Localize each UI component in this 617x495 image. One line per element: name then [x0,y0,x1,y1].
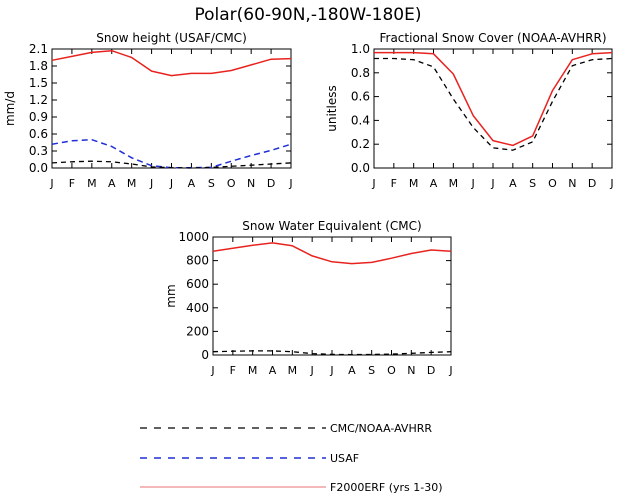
x-tick-label: A [509,177,517,190]
chart-title: Snow Water Equivalent (CMC) [242,219,421,233]
page-title: Polar(60-90N,-180W-180E) [195,5,422,25]
x-tick-label: S [368,364,375,377]
x-tick-label: N [247,177,255,190]
series-line-obs [212,350,452,356]
y-tick-label: 0 [201,348,209,362]
x-tick-label: A [108,177,116,190]
y-tick-label: 0.0 [29,161,48,175]
y-axis-label: mm [164,284,178,307]
series-line-obs [51,160,292,169]
chart-title: Snow height (USAF/CMC) [96,31,247,45]
x-tick-label: N [407,364,415,377]
plot-frame [51,48,292,169]
x-tick-label: J [210,364,214,377]
legend-label: USAF [330,452,359,465]
x-tick-label: J [169,177,173,190]
x-tick-label: J [49,177,53,190]
x-tick-label: A [430,177,438,190]
y-tick-label: 0.6 [29,127,48,141]
legend-label: F2000ERF (yrs 1-30) [330,481,443,494]
y-tick-label: 0.9 [29,110,48,124]
x-tick-label: J [471,177,475,190]
x-tick-label: M [248,364,258,377]
y-tick-label: 0.3 [29,144,48,158]
x-tick-label: D [267,177,275,190]
x-tick-label: F [391,177,397,190]
x-tick-label: D [588,177,596,190]
y-tick-label: 400 [186,301,209,315]
y-tick-label: 600 [186,277,209,291]
x-tick-label: J [371,177,375,190]
y-tick-label: 800 [186,254,209,268]
plot-frame [212,236,452,356]
series-line-obs [374,57,613,151]
chart-title: Fractional Snow Cover (NOAA-AVHRR) [379,31,606,45]
charts-container: Snow height (USAF/CMC) 0.0 0.3 0.6 0.9 1.2 1.5… [3,31,614,377]
y-tick-label: 0.2 [351,137,370,151]
x-tick-label: M [87,177,97,190]
plot-frame [373,48,613,169]
x-tick-label: S [529,177,536,190]
y-tick-label: 1.2 [29,93,48,107]
y-tick-label: 1.5 [29,76,48,90]
x-tick-label: J [310,364,314,377]
x-tick-label: M [288,364,298,377]
series-line-model [51,49,292,77]
y-tick-label: 200 [186,324,209,338]
x-tick-label: A [188,177,196,190]
x-tick-label: F [230,364,236,377]
y-tick-label: 0.0 [351,161,370,175]
x-tick-label: J [609,177,613,190]
x-tick-label: J [149,177,153,190]
x-tick-label: F [69,177,75,190]
series-line-model [374,51,613,147]
y-axis-label: mm/d [3,91,17,126]
x-tick-label: O [548,177,557,190]
y-axis-label: unitless [325,85,339,131]
x-tick-label: O [227,177,236,190]
y-tick-label: 0.4 [351,113,370,127]
x-tick-label: J [448,364,452,377]
y-tick-label: 1000 [178,230,209,244]
legend: CMC/NOAA-AVHRR USAF F2000ERF (yrs 1-30) [140,422,443,494]
series-line-model [212,242,452,265]
x-tick-label: J [288,177,292,190]
x-tick-label: M [449,177,459,190]
chart-1: Snow height (USAF/CMC) 0.0 0.3 0.6 0.9 1.2 1.5… [3,31,293,190]
y-tick-label: 0.6 [351,90,370,104]
x-tick-label: S [208,177,215,190]
y-tick-label: 1.0 [351,42,370,56]
y-tick-label: 1.8 [29,59,48,73]
chart-2: Fractional Snow Cover (NOAA-AVHRR) 0.0 0.2… [325,31,614,190]
x-tick-label: A [348,364,356,377]
x-tick-label: J [490,177,494,190]
x-tick-label: M [127,177,137,190]
x-tick-label: O [387,364,396,377]
x-tick-label: M [409,177,419,190]
chart-3: Snow Water Equivalent (CMC) 0 200 400 600 800… [164,219,453,377]
x-tick-label: J [329,364,333,377]
x-tick-label: N [568,177,576,190]
x-tick-label: A [269,364,277,377]
y-tick-label: 2.1 [29,42,48,56]
y-tick-label: 0.8 [351,66,370,80]
x-tick-label: D [427,364,435,377]
legend-label: CMC/NOAA-AVHRR [330,422,432,435]
